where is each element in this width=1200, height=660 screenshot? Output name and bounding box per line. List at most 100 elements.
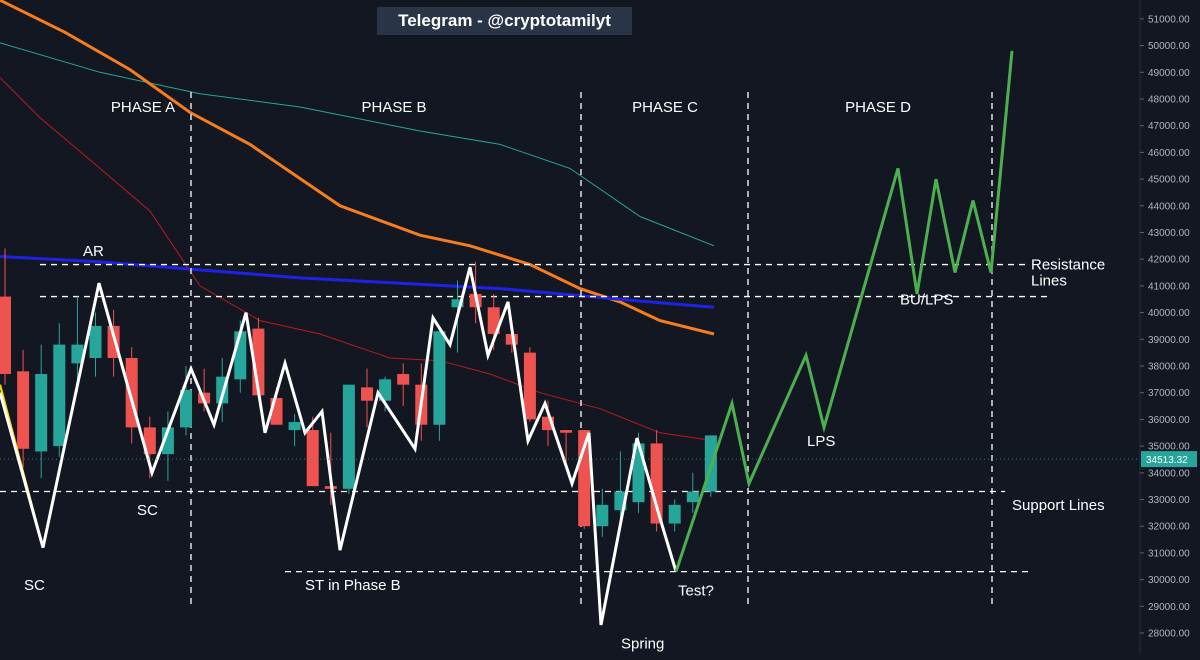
axis-tick-label: 30000.00: [1148, 575, 1190, 586]
candle-body: [650, 443, 663, 524]
candle: [560, 430, 573, 463]
candle-body: [143, 427, 156, 455]
candle: [668, 499, 681, 532]
ma-orange-line: [0, 0, 715, 336]
axis-tick-label: 34000.00: [1148, 468, 1190, 479]
axis-tick-label: 50000.00: [1148, 41, 1190, 52]
axis-tick-label: 47000.00: [1148, 121, 1190, 132]
candle-body: [379, 379, 392, 401]
axis-tick-label: 45000.00: [1148, 175, 1190, 186]
phase-dividers: [190, 92, 993, 605]
phase-label: PHASE D: [845, 99, 911, 116]
candle-body: [560, 430, 573, 433]
axis-tick-label: 35000.00: [1148, 442, 1190, 453]
candle-body: [288, 422, 301, 431]
banner-text: Telegram - @cryptotamilyt: [398, 11, 611, 30]
candle-body: [306, 430, 319, 487]
candle-body: [668, 504, 681, 524]
candle: [596, 488, 609, 537]
annotation-label: LPS: [807, 433, 835, 450]
axis-tick-label: 43000.00: [1148, 228, 1190, 239]
ma-red-line: [0, 77, 715, 442]
candle-body: [342, 384, 355, 489]
annotation-label: Support Lines: [1012, 497, 1105, 514]
phase-label: PHASE A: [111, 99, 175, 116]
axis-tick-label: 37000.00: [1148, 388, 1190, 399]
candlesticks: [0, 248, 717, 537]
phase-label: PHASE B: [361, 99, 426, 116]
phase-label: PHASE C: [632, 99, 698, 116]
axis-tick-label: 31000.00: [1148, 548, 1190, 559]
candle: [342, 384, 355, 495]
annotation-label: AR: [83, 243, 104, 260]
candle: [53, 323, 66, 457]
candle: [306, 416, 319, 487]
candle: [361, 368, 373, 428]
axis-tick-label: 44000.00: [1148, 201, 1190, 212]
axis-tick-label: 28000.00: [1148, 629, 1190, 640]
axis-tick-label: 33000.00: [1148, 495, 1190, 506]
ma-teal-line: [0, 42, 715, 247]
wyckoff-path-line: [0, 266, 678, 626]
axis-tick-label: 39000.00: [1148, 335, 1190, 346]
chart-annotations: PHASE A PHASE B PHASE C PHASE D AR SC SC ST in …: [24, 99, 1105, 653]
axis-tick-label: 51000.00: [1148, 14, 1190, 25]
last-price-tag: [1141, 451, 1197, 468]
candle-body: [17, 371, 30, 449]
candle-body: [523, 352, 536, 420]
annotation-label: BU/LPS: [900, 291, 953, 308]
candle: [686, 472, 699, 513]
annotation-label: Lines: [1031, 273, 1067, 290]
candle: [35, 344, 48, 479]
candle: [0, 248, 11, 385]
candle-body: [234, 331, 247, 380]
candle-body: [53, 344, 66, 447]
candle-body: [35, 374, 48, 452]
last-price-label: 34513.32: [1146, 455, 1188, 466]
candle: [161, 411, 174, 481]
axis-tick-label: 49000.00: [1148, 68, 1190, 79]
candle: [433, 325, 446, 441]
horizontal-levels: [0, 263, 1050, 573]
candle: [523, 347, 536, 423]
candle-body: [361, 387, 373, 401]
annotation-label: Resistance: [1031, 257, 1105, 274]
axis-tick-label: 29000.00: [1148, 602, 1190, 613]
candle-body: [180, 390, 192, 428]
candle: [288, 414, 301, 447]
axis-tick-label: 46000.00: [1148, 148, 1190, 159]
axis-tick-label: 36000.00: [1148, 415, 1190, 426]
candle: [397, 363, 410, 407]
candle-body: [71, 344, 84, 364]
candle-body: [487, 307, 500, 334]
annotation-label: SC: [24, 577, 45, 594]
candle: [180, 366, 192, 436]
wyckoff-paths: [0, 50, 1014, 626]
candle-body: [686, 491, 699, 503]
annotation-label: SC: [137, 502, 158, 519]
candle-body: [505, 333, 518, 345]
candle: [71, 296, 84, 393]
annotation-label: ST in Phase B: [305, 577, 401, 594]
axis-tick-label: 42000.00: [1148, 255, 1190, 266]
annotation-label: Test?: [678, 582, 714, 599]
axis-tick-label: 40000.00: [1148, 308, 1190, 319]
annotation-label: Spring: [621, 636, 664, 653]
axis-tick-label: 41000.00: [1148, 281, 1190, 292]
telegram-banner: Telegram - @cryptotamilyt: [377, 7, 632, 35]
candle-body: [596, 504, 609, 527]
axis-tick-label: 48000.00: [1148, 95, 1190, 106]
candle-body: [161, 427, 174, 455]
candle-body: [0, 296, 11, 375]
axis-tick-label: 32000.00: [1148, 522, 1190, 533]
candle-body: [89, 325, 102, 358]
projection-path-line: [674, 50, 1014, 573]
candle: [17, 349, 30, 468]
candle: [650, 430, 663, 532]
candle-body: [433, 331, 446, 425]
candle-body: [397, 374, 410, 385]
